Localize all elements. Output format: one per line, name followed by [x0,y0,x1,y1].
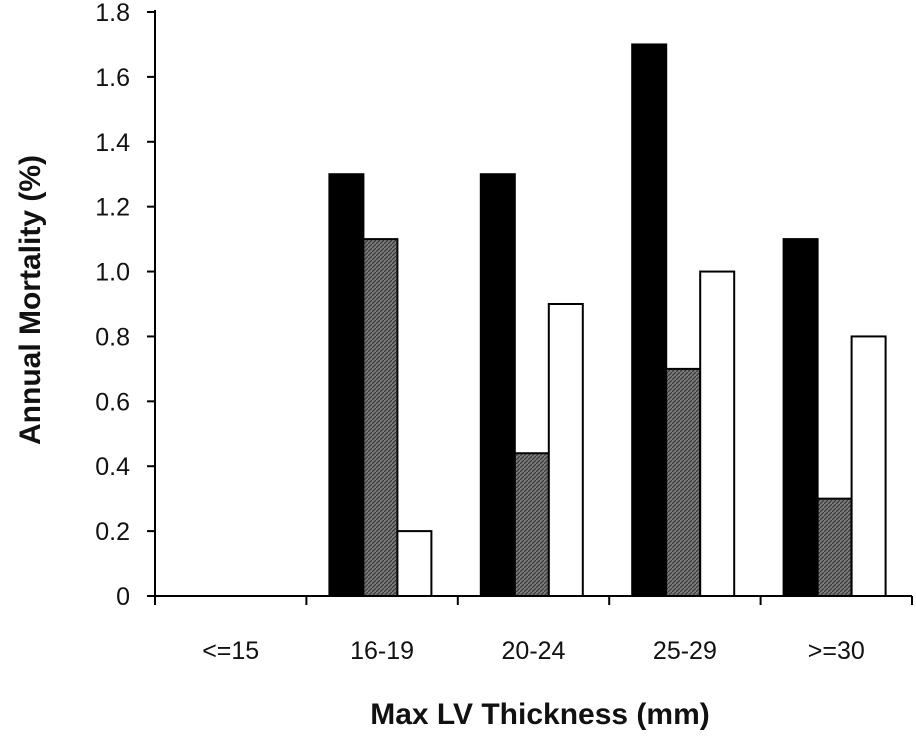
y-tick-label: 1.4 [95,129,130,157]
x-tick-label: <=15 [202,637,259,665]
y-tick-label: 0.2 [95,518,130,546]
bar-series-2-16-19 [362,238,399,597]
bar-series-2-25-29 [665,367,702,597]
y-axis-ticks: 0 0.2 0.4 0.6 0.8 1.0 1.2 1.4 1.6 1.8 [95,0,155,611]
bar-series-2->=30 [816,497,853,597]
y-tick-label: 1.8 [95,0,130,27]
bar-series-3->=30 [850,335,887,597]
x-tick-label: >=30 [808,637,865,665]
bar-series-3-16-19 [396,530,433,597]
y-tick-label: 0.6 [95,388,130,416]
y-tick-label: 0 [116,583,130,611]
bars [328,43,887,597]
x-tick-label: 20-24 [502,637,566,665]
bar-series-3-25-29 [699,270,736,597]
bar-series-1-16-19 [328,173,365,597]
x-axis-title: Max LV Thickness (mm) [370,698,710,731]
bar-series-1-20-24 [479,173,516,597]
bar-series-2-20-24 [513,452,550,597]
bar-series-1-25-29 [631,43,668,597]
y-tick-label: 0.4 [95,453,130,481]
x-tick-label: 25-29 [653,637,717,665]
y-axis-title: Annual Mortality (%) [14,155,47,445]
y-tick-label: 1.0 [95,259,130,287]
x-tick-label: 16-19 [350,637,414,665]
bar-series-3-20-24 [547,303,584,597]
y-tick-label: 1.6 [95,64,130,92]
x-axis-ticks: <=15 16-19 20-24 25-29 >=30 [154,596,913,665]
bar-series-1->=30 [782,238,819,597]
y-tick-label: 1.2 [95,194,130,222]
y-tick-label: 0.8 [95,323,130,351]
